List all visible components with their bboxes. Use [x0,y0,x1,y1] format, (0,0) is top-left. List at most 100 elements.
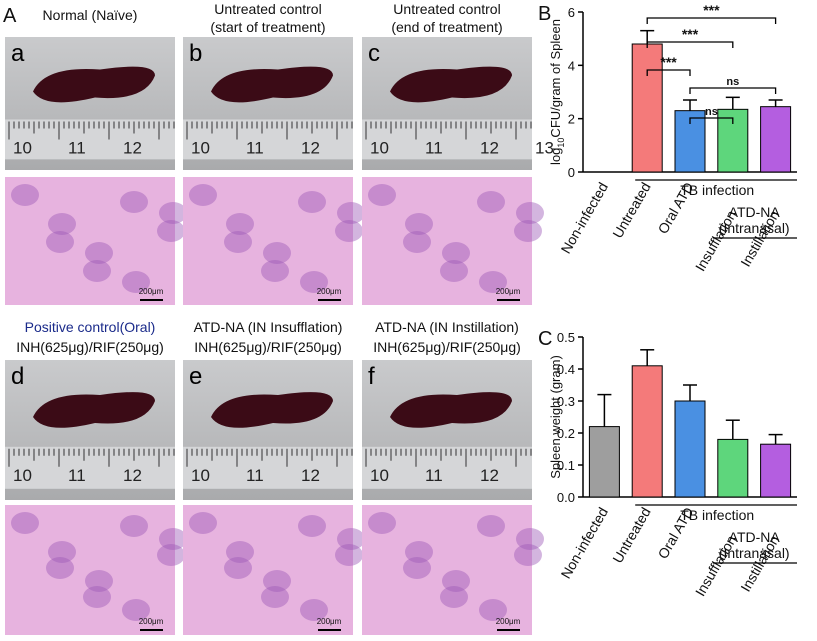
ruler-number: 11 [425,138,443,157]
histology-follicle [189,184,217,206]
ruler [5,446,175,489]
histology-follicle [85,242,113,264]
significance-bracket [689,117,734,124]
panel-title: Positive control(Oral) [25,319,156,335]
ruler-number: 13 [535,138,554,157]
histology-follicle [514,220,542,242]
histology-follicle [11,512,39,534]
histology-follicle [261,586,289,608]
histology-follicle [122,271,150,293]
histology-follicle [46,231,74,253]
ruler-number: 10 [13,138,32,157]
histology-follicle [440,260,468,282]
scale-label: 200μm [139,287,164,296]
histology-follicle [442,570,470,592]
x-tick-label: Untreated [609,180,654,241]
histology-follicle [405,213,433,235]
histology-follicle [403,557,431,579]
histology-follicle [226,541,254,563]
histology-follicle [120,515,148,537]
spleen [211,392,333,428]
group-label: (Intranasal) [719,220,790,236]
y-tick-label: 0.0 [557,490,575,505]
scale-label: 200μm [317,617,342,626]
group-label: ATD-NA [729,204,781,220]
histology [362,177,532,305]
histology-follicle [298,191,326,213]
histology [5,505,175,635]
ruler [362,119,532,160]
significance-label: ns [705,106,718,118]
group-label: TB infection [680,507,754,523]
histology-follicle [83,586,111,608]
ruler-number: 10 [370,138,389,157]
y-label-part: log [548,148,563,165]
group-label: (Intranasal) [719,545,790,561]
spleen [390,66,512,103]
x-tick-label: Non-infected [557,505,611,582]
ruler-number: 12 [301,138,320,157]
panel-title: ATD-NA (IN Insufflation) [194,319,343,335]
significance-bracket [646,41,734,48]
histology-follicle [122,599,150,621]
panel-letter: a [11,40,25,67]
y-tick-label: 0.1 [557,458,575,473]
y-label-part: 10 [556,138,566,148]
y-axis-label: Spleen weight (gram) [548,355,563,479]
ruler-number: 10 [13,466,32,485]
bar [717,438,749,498]
panel-title: Untreated control [393,1,500,17]
panel-label: B [538,3,551,25]
ruler [5,119,175,160]
panel-letter: f [368,363,375,390]
ruler-number: 12 [123,138,142,157]
spleen [33,392,155,428]
histology [183,505,353,635]
histology-follicle [514,544,542,566]
ruler-number: 11 [246,466,264,485]
histology-follicle [335,544,363,566]
ruler-number: 12 [123,466,142,485]
significance-label: *** [703,2,720,18]
panel-title: INH(625μg)/RIF(250μg) [373,339,521,355]
panel-title: ATD-NA (IN Instillation) [375,319,519,335]
histology-follicle [368,184,396,206]
histology-follicle [300,271,328,293]
ruler-number: 12 [480,466,499,485]
y-label-part: CFU/gram of Spleen [548,19,563,138]
ruler-number: 12 [301,466,320,485]
panel-letter: d [11,363,24,390]
panel-title: Untreated control [214,1,321,17]
ruler-number: 12 [480,138,499,157]
histology-follicle [337,202,365,224]
histology-follicle [46,557,74,579]
y-tick-label: 6 [568,5,575,20]
y-label-part: Spleen weight (gram) [548,355,563,479]
histology-follicle [263,570,291,592]
panel-title: (end of treatment) [391,19,502,35]
histology-follicle [403,231,431,253]
histology-follicle [440,586,468,608]
scale-label: 200μm [496,617,521,626]
bar [760,443,792,498]
histology-follicle [337,528,365,550]
ruler-number: 10 [191,466,210,485]
histology-follicle [226,213,254,235]
spleen [211,66,333,103]
group-label: ATD-NA [729,529,781,545]
histology-follicle [85,570,113,592]
significance-bracket [646,17,777,24]
histology-follicle [189,512,217,534]
histology-follicle [224,557,252,579]
bar [631,365,663,498]
histology-follicle [477,515,505,537]
histology-follicle [48,213,76,235]
histology-follicle [159,202,187,224]
significance-label: ns [726,76,739,88]
panel-title: (start of treatment) [210,19,325,35]
histology-follicle [298,515,326,537]
ruler-number: 11 [68,138,86,157]
x-tick-label: Non-infected [557,180,611,257]
significance-bracket [689,87,777,94]
